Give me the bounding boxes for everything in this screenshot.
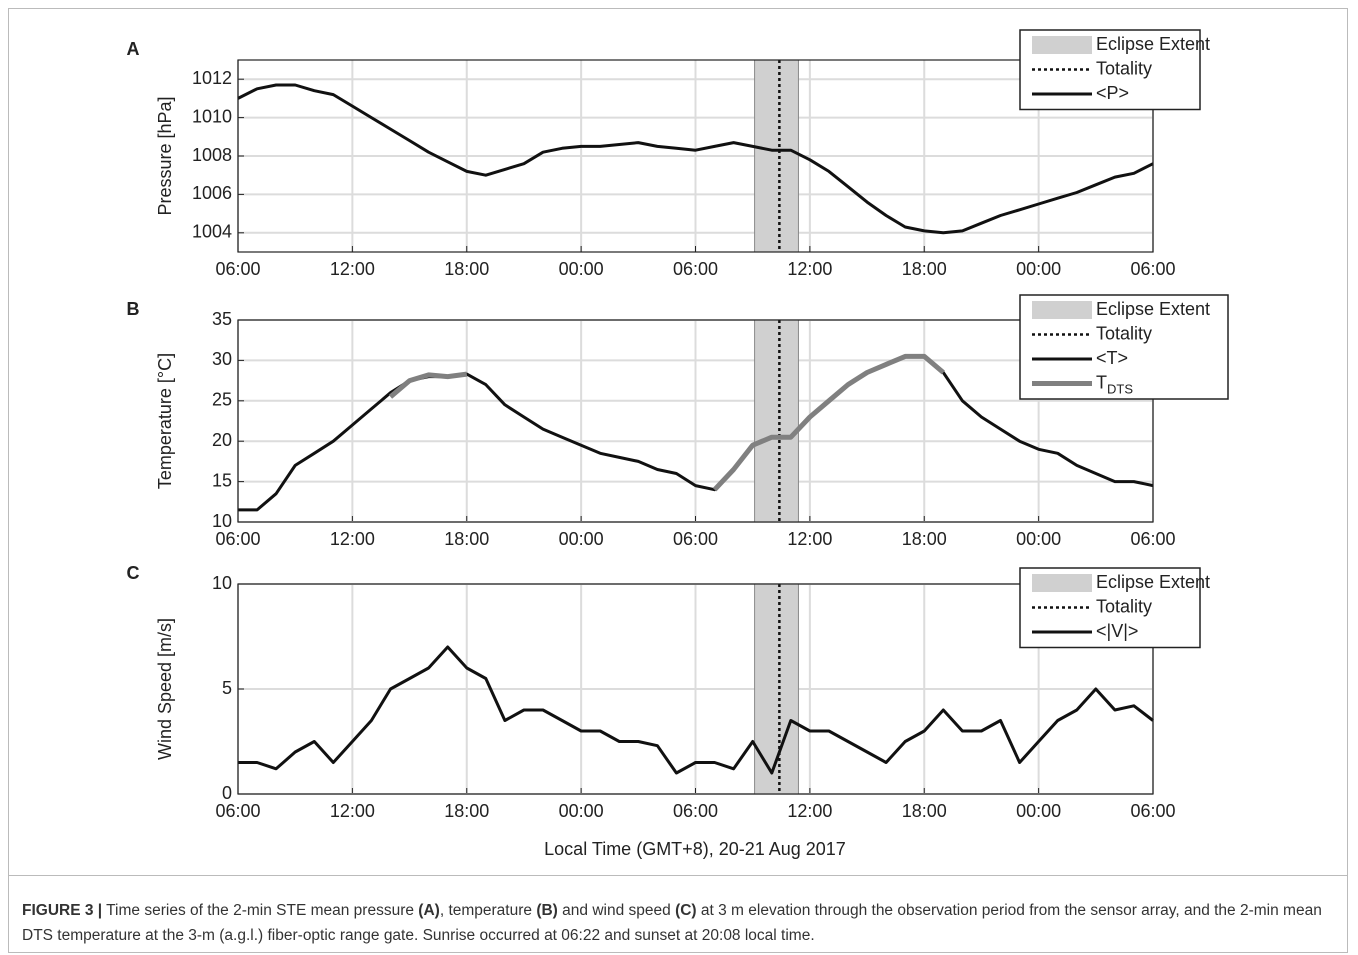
legend-label: <T>: [1096, 348, 1128, 368]
x-tick-label: 00:00: [1016, 529, 1061, 549]
legend-swatch: [1032, 301, 1092, 319]
legend-label: <|V|>: [1096, 621, 1138, 641]
x-tick-label: 06:00: [673, 529, 718, 549]
panel-label: C: [127, 563, 140, 583]
x-tick-label: 06:00: [673, 259, 718, 279]
x-tick-label: 12:00: [787, 801, 832, 821]
x-tick-label: 12:00: [330, 529, 375, 549]
y-tick-label: 20: [212, 430, 232, 450]
caption-text: (B): [536, 902, 558, 919]
x-axis-label: Local Time (GMT+8), 20-21 Aug 2017: [544, 839, 846, 859]
x-tick-label: 12:00: [787, 259, 832, 279]
x-tick-label: 00:00: [559, 529, 604, 549]
legend-label: <T>: [1096, 348, 1128, 368]
x-tick-label: 06:00: [215, 529, 260, 549]
y-tick-label: 0: [222, 783, 232, 803]
y-tick-label: 10: [212, 511, 232, 531]
legend-label: Eclipse Extent: [1096, 299, 1210, 319]
legend-label: TDTS: [1096, 372, 1133, 397]
frame: [8, 8, 1348, 953]
x-tick-label: 00:00: [559, 801, 604, 821]
legend-label: <P>: [1096, 83, 1129, 103]
legend-swatch: [1032, 574, 1092, 592]
x-tick-label: 18:00: [444, 801, 489, 821]
caption-text: at 3 m elevation through the observation…: [22, 902, 1327, 944]
legend-label: Totality: [1096, 323, 1152, 343]
series-line: [238, 354, 1154, 512]
legend-label: Eclipse Extent: [1096, 572, 1210, 592]
y-tick-label: 5: [222, 678, 232, 698]
y-tick-label: 1004: [192, 222, 232, 242]
x-tick-label: 06:00: [215, 801, 260, 821]
x-tick-label: 06:00: [1130, 259, 1175, 279]
separator: [8, 875, 1348, 876]
y-tick-label: 30: [212, 349, 232, 369]
axes-frame: [237, 59, 1154, 253]
x-tick-label: 18:00: [444, 259, 489, 279]
y-tick-label: 25: [212, 390, 232, 410]
x-tick-label: 18:00: [902, 801, 947, 821]
x-tick-label: 12:00: [787, 529, 832, 549]
y-tick-label: 35: [212, 309, 232, 329]
x-tick-label: 00:00: [1016, 259, 1061, 279]
caption-text: and wind speed: [557, 902, 676, 919]
x-tick-label: 12:00: [330, 259, 375, 279]
y-axis-label: Wind Speed [m/s]: [155, 618, 175, 760]
chart: A 06:00 12:00 18:00 00:00 06:00 12:00 18:00 00:0…: [127, 29, 1229, 859]
y-axis-label: Temperature [°C]: [155, 353, 175, 489]
caption-text: , temperature: [439, 902, 537, 919]
legend-label: T: [1096, 372, 1107, 392]
legend-subscript: DTS: [1107, 382, 1133, 397]
eclipse-band: [754, 59, 799, 253]
series-line: [238, 645, 1154, 775]
x-tick-label: 06:00: [1130, 801, 1175, 821]
y-tick-label: 1006: [192, 183, 232, 203]
x-tick-label: 06:00: [673, 801, 718, 821]
x-tick-label: 00:00: [1016, 801, 1061, 821]
x-tick-label: 18:00: [902, 259, 947, 279]
x-tick-label: 18:00: [902, 529, 947, 549]
x-tick-label: 00:00: [559, 259, 604, 279]
panel-label: B: [127, 299, 140, 319]
x-tick-label: 06:00: [1130, 529, 1175, 549]
legend-label: Eclipse Extent: [1096, 34, 1210, 54]
caption: FIGURE 3 | Time series of the 2-min STE …: [22, 898, 1340, 948]
axes-frame: [237, 319, 1154, 523]
legend-swatch: [1032, 36, 1092, 54]
series-line: [237, 83, 1154, 235]
caption-text: (A): [418, 902, 440, 919]
caption-text: FIGURE 3 |: [22, 902, 103, 919]
y-tick-label: 15: [212, 470, 232, 490]
y-tick-label: 1010: [192, 106, 232, 126]
legend-label: <|V|>: [1096, 621, 1138, 641]
panel-label: A: [127, 39, 140, 59]
series-line: [388, 353, 945, 492]
legend-label: Totality: [1096, 596, 1152, 616]
x-tick-label: 12:00: [330, 801, 375, 821]
caption-text: Time series of the 2-min STE mean pressu…: [102, 902, 419, 919]
y-tick-label: 10: [212, 573, 232, 593]
x-tick-label: 18:00: [444, 529, 489, 549]
legend-label: Totality: [1096, 58, 1152, 78]
caption-text: (C): [675, 902, 697, 919]
y-tick-label: 1012: [192, 68, 232, 88]
y-axis-label: Pressure [hPa]: [155, 96, 175, 215]
eclipse-band: [754, 319, 799, 523]
axes-frame: [237, 583, 1154, 795]
legend-label: <P>: [1096, 83, 1129, 103]
y-tick-label: 1008: [192, 145, 232, 165]
x-tick-label: 06:00: [215, 259, 260, 279]
